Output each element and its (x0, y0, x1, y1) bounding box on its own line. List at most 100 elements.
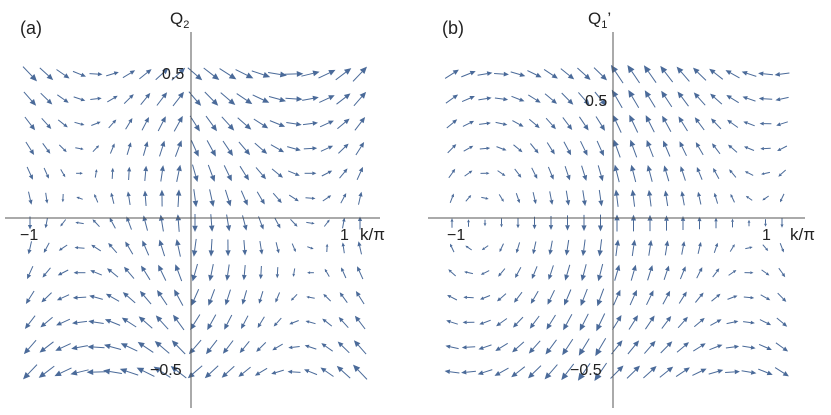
vector-arrow (352, 66, 367, 82)
vector-arrow-shaft (126, 320, 137, 328)
vector-arrow (678, 291, 687, 304)
vector-arrow-head (699, 317, 705, 323)
vector-arrow-shaft (743, 296, 751, 299)
vector-arrow (240, 190, 248, 206)
vector-arrow-head (158, 264, 164, 272)
vector-arrow-head (633, 340, 640, 347)
vector-arrow-head (97, 72, 103, 77)
vector-arrow-head (648, 290, 654, 297)
vector-arrow (479, 121, 491, 126)
vector-arrow-shaft (713, 246, 717, 253)
vector-arrow-shaft (109, 346, 122, 350)
vector-arrow-head (289, 321, 294, 325)
vector-arrow-shaft (479, 122, 487, 125)
vector-arrow-head (312, 146, 318, 151)
vector-arrow-shaft (780, 121, 788, 125)
vector-arrow-head (225, 225, 232, 232)
vector-arrow-shaft (352, 71, 363, 82)
vector-arrow (743, 320, 755, 325)
vector-arrow (548, 265, 554, 280)
vector-arrow-shaft (665, 145, 671, 157)
vector-arrow-head (46, 98, 53, 105)
vector-arrow (461, 96, 475, 103)
vector-arrow-head (293, 223, 298, 227)
vector-arrow (157, 290, 168, 306)
vector-arrow (26, 166, 33, 180)
vector-arrow-shaft (681, 245, 684, 255)
vector-arrow-head (614, 214, 620, 221)
vector-arrow-head (63, 123, 68, 128)
vector-arrow-head (600, 73, 607, 81)
vector-arrow (354, 315, 366, 330)
vector-arrow (495, 342, 508, 351)
vector-arrow-shaft (308, 321, 316, 325)
vector-arrow-head (563, 323, 569, 331)
vector-arrow-head (734, 344, 740, 349)
vector-arrow (580, 288, 588, 306)
vector-arrow-head (343, 118, 350, 125)
vector-arrow (187, 67, 203, 81)
vector-arrow-head (191, 250, 198, 257)
vector-arrow-head (766, 296, 771, 301)
vector-arrow-head (111, 143, 115, 148)
vector-arrow-head (262, 72, 271, 78)
vector-arrow-shaft (302, 122, 313, 126)
vector-arrow-shaft (210, 263, 214, 276)
vector-arrow-head (193, 149, 199, 157)
vector-arrow-head (73, 270, 78, 275)
vector-arrow-head (357, 241, 362, 247)
vector-arrow-head (677, 91, 684, 99)
vector-arrow-shaft (341, 369, 351, 379)
y-axis-label-b: Q1’ (588, 9, 611, 31)
vector-arrow (42, 267, 51, 278)
vector-arrow-head (663, 190, 669, 197)
vector-arrow (271, 168, 283, 178)
vector-arrow-head (46, 123, 52, 129)
vector-arrow-shaft (336, 96, 346, 105)
vector-arrow-head (162, 68, 169, 75)
vector-arrow (204, 365, 219, 379)
vector-arrow-shaft (210, 214, 213, 226)
vector-arrow (94, 194, 99, 203)
vector-arrow-shaft (758, 343, 768, 349)
vector-arrow-shaft (613, 294, 619, 306)
vector-arrow-head (175, 239, 181, 246)
vector-arrow (596, 288, 605, 307)
vector-arrow-head (498, 272, 502, 277)
vector-arrow-head (256, 347, 261, 352)
vector-arrow-shaft (725, 371, 735, 373)
vector-arrow-shaft (288, 194, 296, 200)
vector-arrow (629, 114, 639, 133)
vector-arrow-shaft (697, 146, 704, 156)
vector-arrow-shaft (141, 121, 147, 131)
vector-arrow-shaft (532, 365, 542, 375)
vector-arrow-shaft (90, 98, 98, 100)
vector-arrow (708, 369, 724, 375)
vector-arrow-shaft (693, 345, 702, 352)
vector-arrow (341, 242, 345, 254)
vector-arrow-shaft (207, 164, 213, 177)
vector-arrow-shaft (681, 146, 687, 157)
vector-arrow (153, 366, 171, 378)
x-tick-a-1: 1 (340, 227, 349, 244)
vector-arrow-shaft (204, 91, 214, 102)
vector-arrow (692, 368, 707, 376)
vector-arrow (40, 316, 53, 328)
vector-arrow (175, 189, 182, 208)
vector-arrow-shaft (532, 290, 539, 300)
vector-arrow (158, 264, 167, 281)
vector-arrow-shaft (516, 291, 523, 300)
vector-arrow-shaft (43, 167, 48, 176)
vector-arrow-head (160, 116, 166, 123)
vector-arrow-head (272, 346, 277, 351)
vector-arrow-shaft (272, 192, 280, 200)
vector-arrow-head (353, 340, 361, 347)
vector-arrow-head (693, 92, 700, 99)
vector-arrow-head (469, 120, 475, 125)
vector-arrow-shaft (515, 193, 519, 200)
vector-arrow (726, 320, 739, 325)
vector-arrow-shaft (708, 370, 719, 375)
vector-arrow-shaft (762, 244, 767, 250)
vector-arrow-head (518, 122, 524, 127)
vector-arrow (728, 144, 738, 153)
